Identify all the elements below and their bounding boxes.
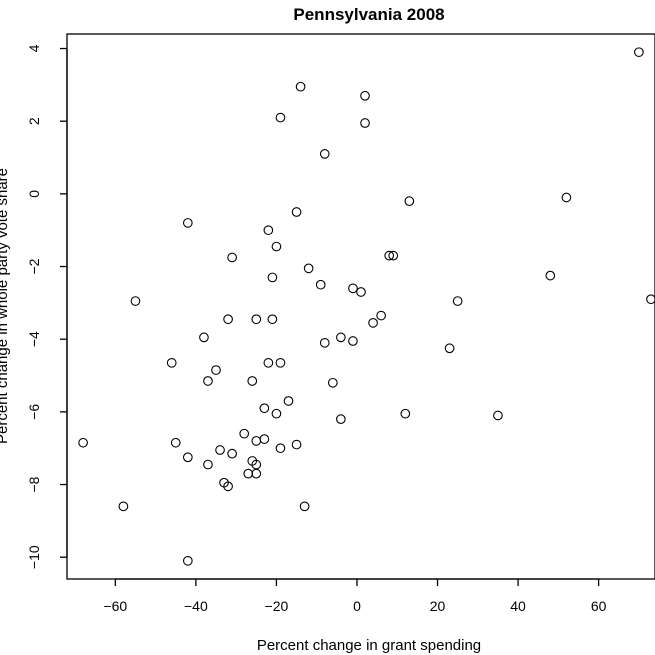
data-point: [646, 294, 655, 305]
data-point: [634, 47, 644, 58]
data-point: [223, 314, 233, 325]
data-point: [227, 252, 237, 263]
x-tick-label: 60: [591, 598, 607, 614]
data-point: [404, 196, 415, 206]
data-point: [182, 218, 193, 228]
data-point: [336, 414, 346, 424]
data-point: [368, 318, 378, 328]
y-tick-label: −4: [26, 331, 42, 347]
data-point: [291, 439, 302, 450]
data-point: [170, 437, 181, 448]
data-point: [203, 459, 213, 470]
data-point: [376, 310, 386, 321]
data-point: [452, 296, 463, 306]
x-tick-label: 0: [353, 598, 361, 614]
data-point: [299, 501, 310, 512]
data-point: [203, 376, 213, 386]
y-tick-label: 4: [26, 44, 42, 52]
x-axis: −60 −40 −20 0 20 40 60: [103, 578, 607, 614]
data-point: [356, 287, 366, 297]
data-point: [348, 336, 358, 346]
data-point: [211, 365, 221, 375]
data-point: [327, 377, 338, 388]
data-point: [78, 437, 88, 448]
y-tick-label: −2: [26, 258, 42, 274]
x-tick-label: −40: [184, 598, 208, 614]
data-point: [166, 357, 177, 368]
plot-area-frame: [66, 33, 655, 580]
data-point: [315, 279, 326, 290]
y-axis-label: Percent change in whole party vote share: [0, 168, 11, 444]
data-point: [271, 241, 282, 252]
data-point: [303, 263, 314, 274]
data-point: [295, 81, 306, 92]
data-point: [251, 314, 262, 325]
data-point: [247, 376, 258, 386]
data-point: [182, 555, 193, 566]
data-point: [348, 283, 358, 294]
data-point: [336, 332, 346, 343]
data-point: [271, 408, 282, 419]
data-point: [400, 408, 411, 419]
data-point: [251, 468, 262, 479]
data-point: [319, 337, 330, 348]
x-tick-label: −60: [103, 598, 127, 614]
data-point: [259, 434, 270, 444]
data-point: [493, 410, 503, 421]
data-point: [199, 332, 209, 343]
y-tick-label: 0: [26, 190, 42, 198]
data-point: [215, 445, 225, 455]
x-tick-label: −20: [265, 598, 289, 614]
y-tick-label: −10: [26, 545, 42, 569]
data-point: [360, 118, 370, 128]
data-point: [239, 428, 250, 439]
data-point: [243, 468, 254, 479]
data-point: [561, 192, 572, 203]
data-point: [444, 343, 455, 354]
data-point: [267, 272, 278, 283]
data-point: [263, 225, 274, 236]
chart-title: Pennsylvania 2008: [293, 5, 444, 24]
data-point: [182, 452, 193, 463]
data-point: [275, 112, 286, 123]
data-point: [275, 443, 286, 454]
x-tick-label: 20: [430, 598, 446, 614]
y-axis: −10 −8 −6 −4 −2 0 2 4: [26, 44, 68, 569]
x-tick-label: 40: [510, 598, 526, 614]
data-points: [78, 47, 655, 566]
data-point: [388, 250, 399, 261]
data-point: [384, 250, 395, 261]
y-tick-label: 2: [26, 117, 42, 125]
data-point: [319, 149, 330, 159]
data-point: [275, 357, 286, 368]
data-point: [223, 481, 233, 492]
data-point: [267, 314, 278, 325]
data-point: [130, 296, 141, 306]
x-axis-label: Percent change in grant spending: [257, 637, 481, 654]
data-point: [291, 207, 302, 217]
data-point: [283, 396, 294, 406]
y-tick-label: −6: [26, 404, 42, 420]
data-point: [227, 448, 237, 459]
y-tick-label: −8: [26, 476, 42, 492]
data-point: [263, 357, 274, 368]
data-point: [360, 90, 370, 101]
data-point: [118, 501, 129, 512]
data-point: [545, 270, 556, 281]
data-point: [251, 436, 262, 446]
data-point: [259, 403, 270, 414]
